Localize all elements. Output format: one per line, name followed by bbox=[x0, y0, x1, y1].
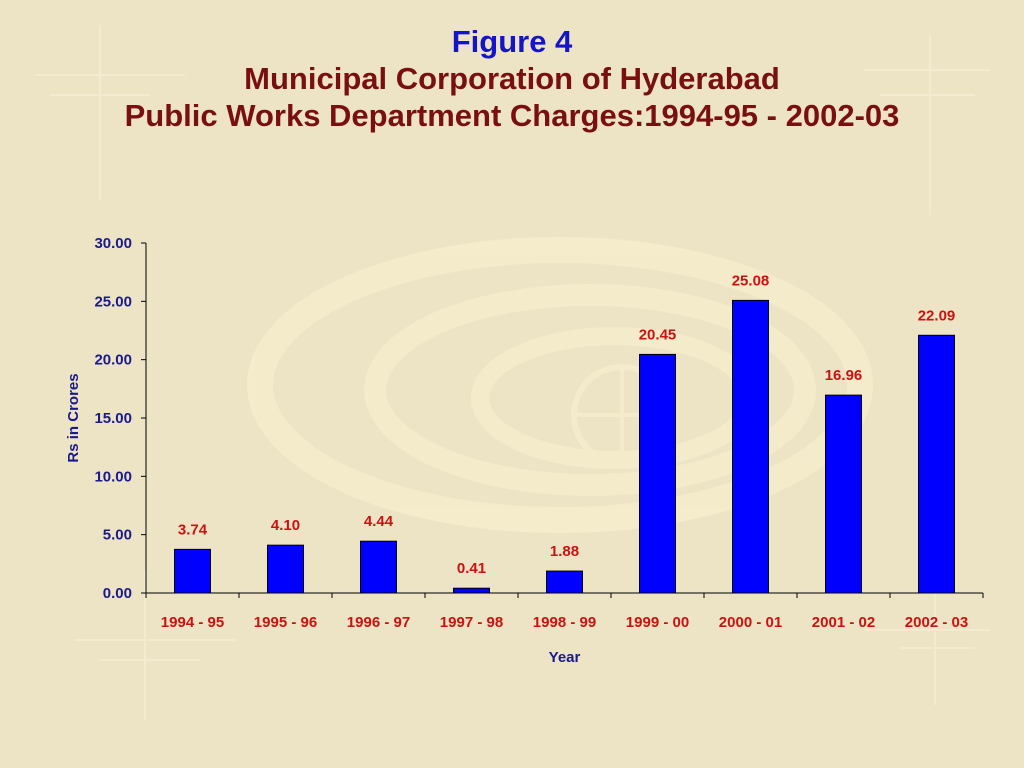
x-tick-label: 2000 - 01 bbox=[719, 614, 782, 631]
bar bbox=[546, 570, 583, 594]
x-axis-title: Year bbox=[549, 649, 581, 666]
y-axis-title: Rs in Crores bbox=[65, 373, 82, 462]
bar bbox=[918, 334, 955, 594]
y-tick-label: 25.00 bbox=[94, 293, 132, 310]
y-tick-label: 0.00 bbox=[103, 585, 132, 602]
x-tick-label: 1997 - 98 bbox=[440, 614, 503, 631]
figure-label: Figure 4 bbox=[451, 24, 573, 59]
x-tick-label: 1999 - 00 bbox=[626, 614, 689, 631]
x-tick-label: 2001 - 02 bbox=[812, 614, 875, 631]
bar-value-label: 3.74 bbox=[178, 521, 208, 538]
bar bbox=[174, 548, 211, 594]
bar bbox=[453, 587, 490, 594]
background-logo bbox=[247, 237, 873, 533]
chart-title-line-1: Municipal Corporation of Hyderabad bbox=[244, 61, 780, 96]
y-tick-label: 5.00 bbox=[103, 527, 132, 544]
bar bbox=[360, 540, 397, 594]
y-tick-label: 15.00 bbox=[94, 410, 132, 427]
bar-value-label: 22.09 bbox=[918, 307, 956, 324]
x-tick-label: 1996 - 97 bbox=[347, 614, 410, 631]
plot-area: 0.00 5.00 10.00 15.00 20.00 25.00 30.00 Rs in C… bbox=[65, 235, 984, 666]
x-tick-label: 2002 - 03 bbox=[905, 614, 968, 631]
chart-title-line-2: Public Works Department Charges:1994-95 … bbox=[124, 98, 900, 133]
bar-value-label: 25.08 bbox=[732, 272, 770, 289]
bar-value-label: 1.88 bbox=[550, 543, 579, 560]
bar bbox=[639, 353, 676, 594]
bar bbox=[825, 394, 862, 594]
bar bbox=[267, 544, 304, 594]
bar-value-label: 20.45 bbox=[639, 326, 677, 343]
bar-value-label: 0.41 bbox=[457, 560, 486, 577]
x-tick-label: 1994 - 95 bbox=[161, 614, 224, 631]
bar-value-label: 4.44 bbox=[364, 513, 394, 530]
x-tick-label: 1995 - 96 bbox=[254, 614, 317, 631]
bar-value-label: 16.96 bbox=[825, 367, 863, 384]
bar bbox=[732, 299, 769, 594]
bar-value-label: 4.10 bbox=[271, 517, 300, 534]
y-tick-label: 30.00 bbox=[94, 235, 132, 252]
title-block: Figure 4 Municipal Corporation of Hydera… bbox=[0, 24, 1024, 134]
x-tick-label: 1998 - 99 bbox=[533, 614, 596, 631]
y-tick-label: 10.00 bbox=[94, 468, 132, 485]
y-tick-label: 20.00 bbox=[94, 352, 132, 369]
decorative-frame-lines bbox=[35, 25, 990, 720]
